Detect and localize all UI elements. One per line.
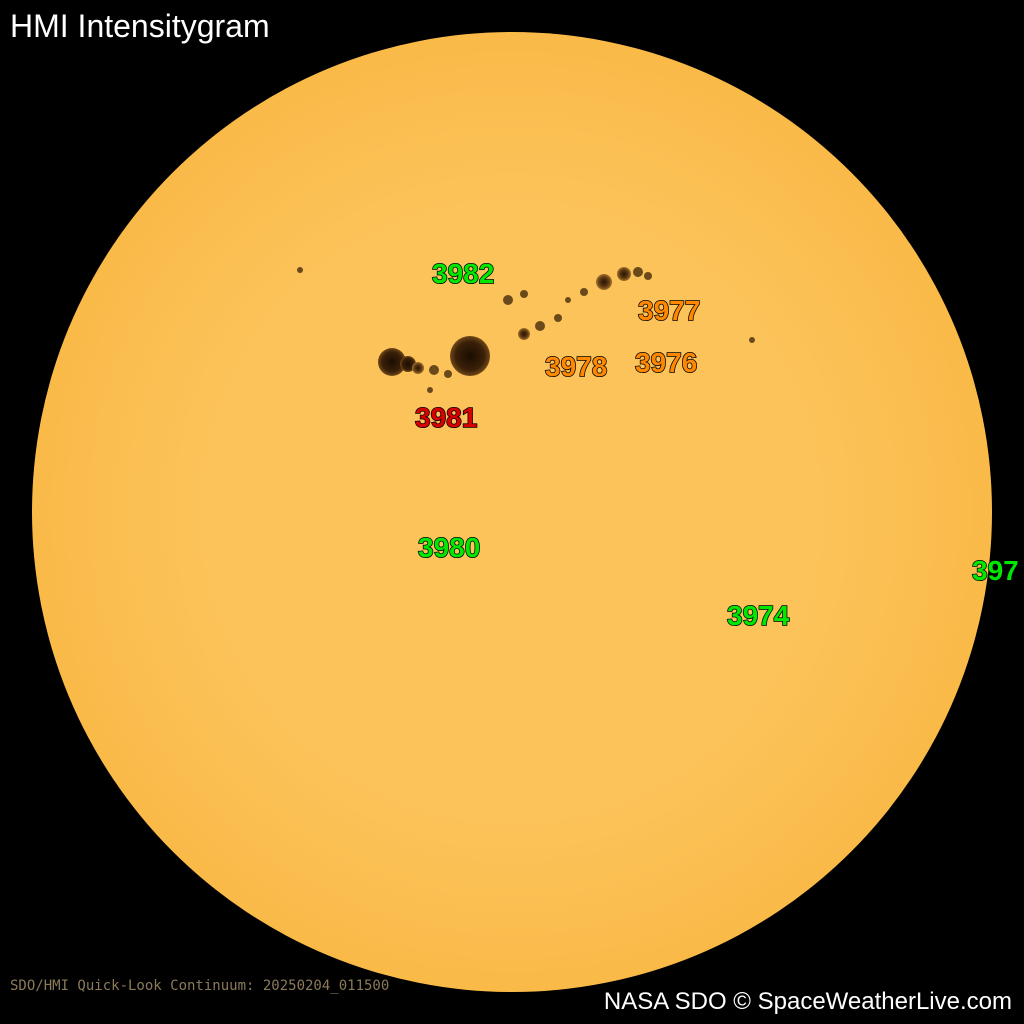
active-region-label-397: 397 <box>972 555 1019 587</box>
sunspot <box>503 295 513 305</box>
sunspot <box>596 274 612 290</box>
sunspot <box>518 328 530 340</box>
sunspot <box>644 272 652 280</box>
sunspot <box>450 336 490 376</box>
sunspot <box>535 321 545 331</box>
active-region-label-3974: 3974 <box>727 600 789 632</box>
sunspot <box>554 314 562 322</box>
sun-disk <box>32 32 992 992</box>
sunspot <box>444 370 452 378</box>
active-region-label-3978: 3978 <box>545 351 607 383</box>
credit-line: NASA SDO © SpaceWeatherLive.com <box>604 988 1012 1016</box>
sunspot <box>429 365 439 375</box>
timestamp-caption: SDO/HMI Quick-Look Continuum: 20250204_0… <box>10 978 389 994</box>
sunspot <box>412 362 424 374</box>
active-region-label-3981: 3981 <box>415 402 477 434</box>
page-title: HMI Intensitygram <box>10 8 270 45</box>
active-region-label-3982: 3982 <box>432 258 494 290</box>
sunspot <box>297 267 303 273</box>
sunspot <box>749 337 755 343</box>
active-region-label-3980: 3980 <box>418 532 480 564</box>
sunspot <box>633 267 643 277</box>
sunspot <box>427 387 433 393</box>
sunspot <box>520 290 528 298</box>
active-region-label-3976: 3976 <box>635 347 697 379</box>
sunspot <box>580 288 588 296</box>
sunspot <box>617 267 631 281</box>
sunspot <box>565 297 571 303</box>
active-region-label-3977: 3977 <box>638 295 700 327</box>
